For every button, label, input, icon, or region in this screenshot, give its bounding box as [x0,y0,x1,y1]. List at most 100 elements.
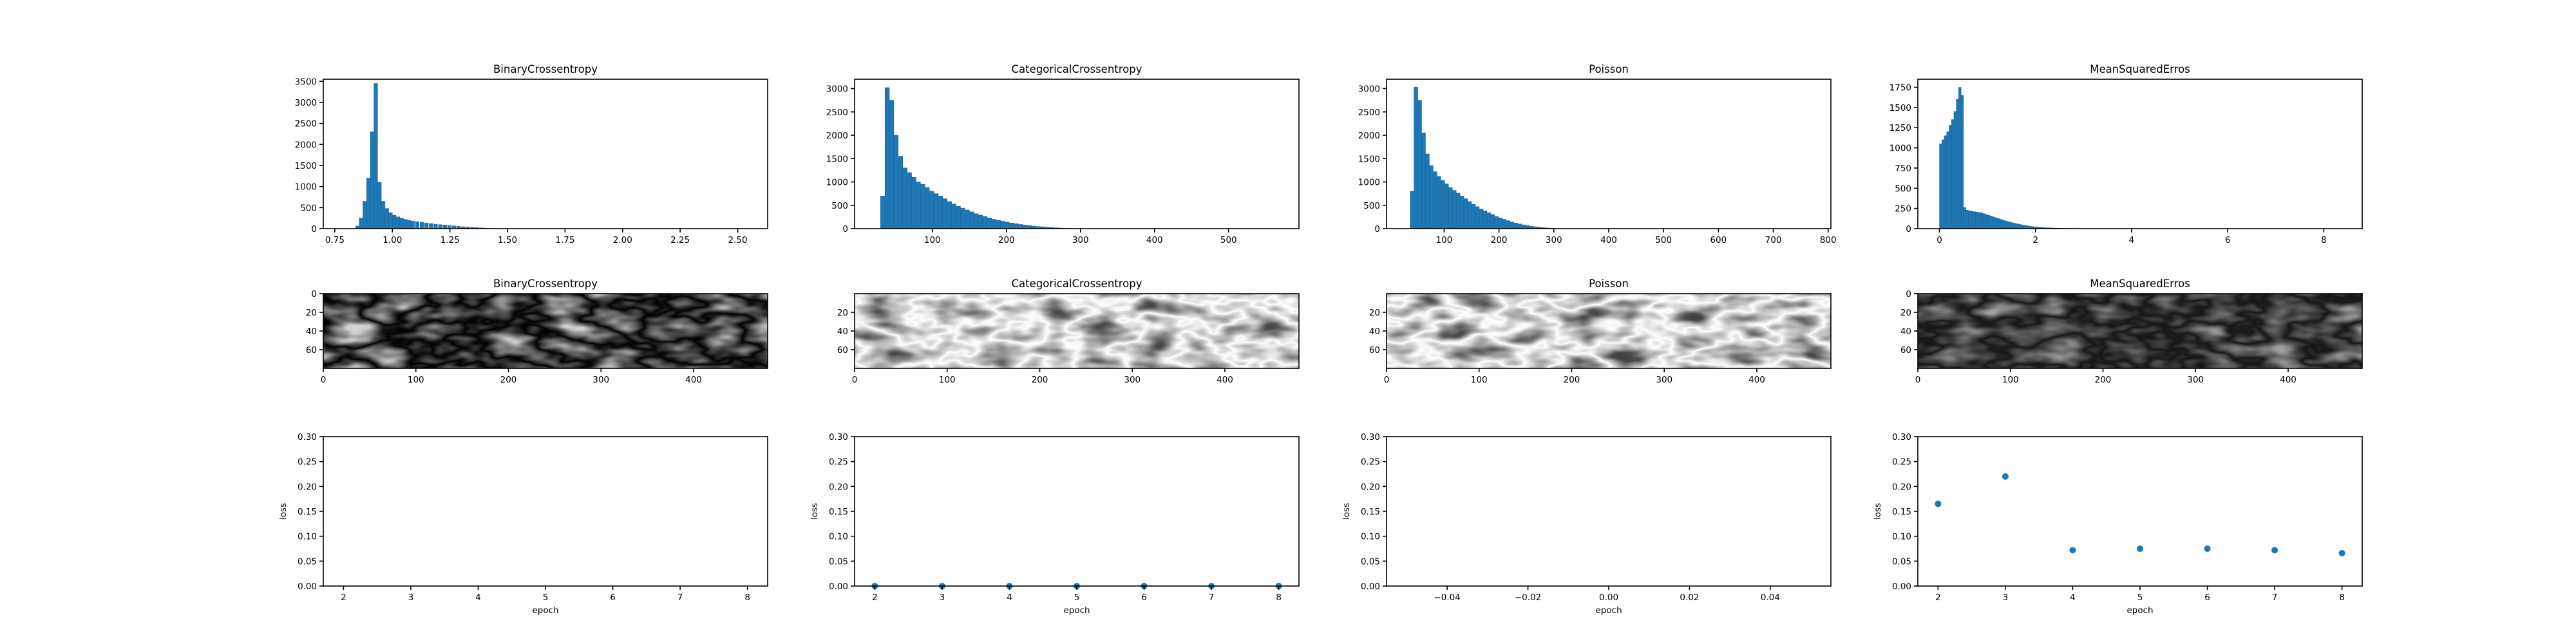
y-axis-label: loss [1873,503,1883,520]
histogram-bar [370,131,374,229]
x-tick-label: 2.25 [670,235,690,245]
x-tick-label: 0.02 [1680,592,1699,603]
scatter-point [2002,473,2009,480]
x-tick-label: 100 [408,375,424,385]
y-tick-label: 1750 [1889,83,1911,93]
y-tick-label: 0.15 [829,507,848,517]
x-tick-label: 200 [2095,375,2112,385]
x-tick-label: 4 [475,592,481,603]
chart-title: Poisson [1589,278,1629,290]
chart-title: CategoricalCrossentropy [1011,278,1142,290]
histogram-bar [406,220,412,229]
histogram-bar [359,218,363,229]
histogram-bar [1980,213,1983,229]
histogram-bar [929,191,934,229]
y-tick-label: 0.10 [829,532,848,542]
x-tick-label: 2.00 [613,235,632,245]
histogram-bar [1441,180,1445,229]
x-tick-label: 100 [939,375,956,385]
x-tick-label: 0 [1937,235,1942,245]
y-tick-label: 60 [1900,345,1911,355]
histogram-bar [1425,153,1430,229]
y-tick-label: 1500 [826,154,848,164]
x-tick-label: 4 [2070,592,2076,603]
x-tick-label: 400 [685,375,702,385]
y-tick-label: 0 [842,224,848,234]
histogram-bar [1985,214,1988,229]
histogram-bar [1414,87,1418,229]
histogram-bar [1000,221,1005,229]
x-tick-label: 3 [940,592,945,603]
scatter-point [2271,547,2278,554]
y-axis-label: loss [278,503,289,520]
histogram-bar [438,224,442,229]
y-tick-label: 40 [1369,327,1380,337]
x-tick-label: 2 [872,592,878,603]
image-texture [1387,294,1831,368]
y-tick-label: 40 [837,327,848,337]
histogram-bar [1965,209,1969,229]
histogram-bar [960,207,965,229]
x-tick-label: 8 [2321,235,2327,245]
histogram-bar [1417,100,1422,229]
histogram-bar [1471,204,1476,229]
histogram-bar [1467,201,1472,229]
histogram-bar [982,216,988,229]
histogram-bar [893,135,899,229]
histogram-bar [388,212,393,229]
x-tick-label: −0.02 [1515,592,1541,603]
image-texture [855,294,1299,368]
axes-frame [323,79,768,229]
y-tick-label: 2000 [826,131,848,141]
histogram-bar [933,193,939,229]
y-tick-label: 0.10 [1361,532,1380,542]
x-tick-label: 8 [744,592,750,603]
x-tick-label: 0 [1384,375,1390,385]
x-tick-label: 100 [1471,375,1488,385]
histogram-bar [1999,219,2002,229]
histogram-bar [1463,198,1468,229]
y-axis-label: loss [810,503,820,520]
x-tick-label: 500 [1655,235,1672,245]
histogram-bar [2006,221,2009,229]
y-tick-label: 0.00 [829,582,848,592]
histogram-bar [1459,196,1464,229]
y-tick-label: 750 [1895,164,1911,174]
x-tick-label: 1.25 [440,235,460,245]
histogram-bar [1973,211,1976,229]
histogram-bar [1951,119,1955,229]
y-tick-label: 2000 [295,140,317,150]
chart-img-poisson: 0 100 200 300 400 20 40 60 Poisson [1369,278,1832,385]
histogram-bar [880,196,886,229]
chart-hist-categoricalcrossentropy: 100 200 300 400 500 0 500 1000 1500 2000 2500 3000 C… [826,63,1300,245]
histogram-bar [978,214,983,229]
y-tick-label: 20 [306,308,317,318]
x-tick-label: 1.00 [383,235,402,245]
y-tick-label: 0 [1374,224,1380,234]
y-tick-label: 0.10 [1892,532,1911,542]
x-tick-label: 6 [2225,235,2231,245]
chart-img-meansquarederros: 0 100 200 300 400 0 20 40 60 MeanSquaredErros [1900,278,2363,385]
x-tick-label: 0 [1915,375,1921,385]
y-tick-label: 0.30 [1892,432,1911,442]
y-tick-label: 0.25 [1361,457,1380,468]
x-tick-label: 300 [1656,375,1672,385]
histogram-bar [2004,220,2007,229]
y-tick-label: 20 [1900,308,1911,318]
y-tick-label: 3000 [826,84,848,95]
chart-title: MeanSquaredErros [2090,63,2190,75]
x-tick-label: 4 [1007,592,1012,603]
x-tick-label: 1.75 [555,235,574,245]
chart-loss-meansquarederros: 2 3 4 5 6 7 8 0.00 0.05 0.10 0.15 0.20 0.25 0.30 epoch… [1873,432,2363,616]
y-tick-label: 0.00 [298,582,317,592]
x-tick-label: 300 [1072,235,1089,245]
histogram-bar [965,209,970,229]
x-tick-label: 8 [1276,592,1282,603]
y-tick-label: 0 [1906,224,1911,234]
chart-hist-poisson: 100 200 300 400 500 600 700 800 0 500 1000 1500 2000… [1358,63,1837,245]
histogram-bar [938,196,943,229]
histogram-bar [1494,216,1499,229]
x-tick-label: 400 [1748,375,1765,385]
x-tick-label: 4 [2129,235,2135,245]
histogram-bar [2021,224,2024,229]
